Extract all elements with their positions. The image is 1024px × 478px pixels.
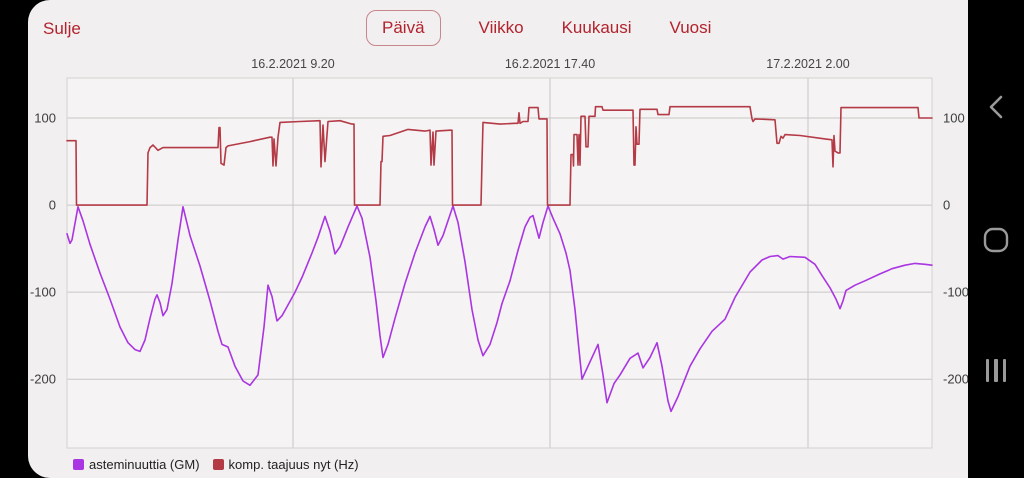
android-nav-bar	[968, 0, 1024, 478]
recents-bars-icon	[985, 358, 1007, 382]
x-axis-date-label: 16.2.2021 9.20	[251, 57, 334, 71]
legend-item-gm: asteminuuttia (GM)	[73, 457, 200, 472]
tab-day[interactable]: Päivä	[366, 10, 441, 46]
y-axis-label-left: 0	[49, 198, 56, 213]
tab-year[interactable]: Vuosi	[669, 18, 712, 37]
line-chart[interactable]: 100 100 0 0 -100 -100 -200 -200 16.2.2021 9.20 16…	[28, 0, 968, 478]
hz-series-swatch	[212, 459, 224, 470]
top-bar: Sulje Päivä Viikko Kuukausi Vuosi	[28, 0, 968, 56]
y-axis-label-right: 0	[943, 198, 950, 213]
x-axis-date-label: 17.2.2021 2.00	[766, 57, 849, 71]
period-tab-bar: Päivä Viikko Kuukausi Vuosi	[366, 10, 711, 46]
hz-series-label: komp. taajuus nyt (Hz)	[228, 457, 359, 472]
back-button[interactable]	[968, 79, 1024, 135]
recents-button[interactable]	[968, 342, 1024, 398]
home-button[interactable]	[968, 212, 1024, 268]
app-window: Sulje Päivä Viikko Kuukausi Vuosi 100 100…	[28, 0, 968, 478]
y-axis-label-right: 100	[943, 111, 965, 126]
y-axis-label-left: -200	[30, 372, 56, 387]
y-axis-label-right: -200	[943, 372, 968, 387]
back-chevron-icon	[989, 95, 1003, 119]
tab-month[interactable]: Kuukausi	[561, 18, 632, 37]
y-axis-label-left: 100	[34, 111, 56, 126]
close-button[interactable]: Sulje	[43, 19, 81, 38]
chart-legend: asteminuuttia (GM) komp. taajuus nyt (Hz…	[73, 457, 359, 472]
y-axis-label-right: -100	[943, 285, 968, 300]
gm-series-label: asteminuuttia (GM)	[89, 457, 200, 472]
x-axis-date-label: 16.2.2021 17.40	[505, 57, 595, 71]
plot-area	[67, 78, 932, 448]
gm-series-line	[66, 205, 933, 413]
plot-border	[66, 77, 933, 449]
legend-item-hz: komp. taajuus nyt (Hz)	[212, 457, 359, 472]
hz-series-line	[66, 105, 933, 206]
y-axis-label-left: -100	[30, 285, 56, 300]
home-squircle-icon	[983, 227, 1009, 253]
gm-series-swatch	[73, 459, 84, 470]
tab-week[interactable]: Viikko	[478, 18, 524, 37]
